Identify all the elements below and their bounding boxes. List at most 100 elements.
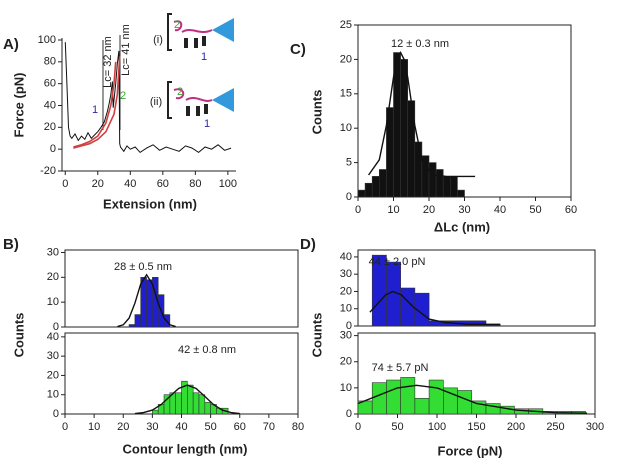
x-tick-label: 80 <box>189 178 201 190</box>
x-tick-label: 60 <box>157 178 169 190</box>
bar <box>134 314 142 328</box>
bar <box>442 176 451 198</box>
x-tick-label: 0 <box>62 421 68 433</box>
surface <box>167 81 172 119</box>
x-axis-label: Contour length (nm) <box>123 441 248 456</box>
y-tick-label: 0 <box>53 408 59 420</box>
y-axis-label: Counts <box>309 90 324 135</box>
y-tick-label: 0 <box>50 143 56 155</box>
y-tick-label: 20 <box>340 356 352 368</box>
y-tick-label: 80 <box>44 56 56 68</box>
y-tick-label: 0 <box>346 408 352 420</box>
data-line <box>64 42 232 154</box>
bar <box>146 279 153 328</box>
bar <box>428 379 444 415</box>
bar <box>204 402 211 415</box>
annotation: 2 <box>174 19 180 31</box>
bar <box>414 141 423 198</box>
x-tick-label: 70 <box>263 421 275 433</box>
annotation: 42 ± 0.8 nm <box>178 344 236 356</box>
x-tick-label: 100 <box>428 421 446 433</box>
panel-label: A) <box>3 36 19 53</box>
panel-label: C) <box>290 41 306 58</box>
x-tick-label: 60 <box>565 204 577 216</box>
fit-line <box>368 50 476 178</box>
data-line <box>73 61 117 148</box>
x-tick-label: 50 <box>529 204 541 216</box>
bar <box>152 409 159 415</box>
y-axis-label: Counts <box>309 313 324 358</box>
bar <box>414 292 430 327</box>
domain <box>186 106 190 116</box>
annotation: 44 ± 2.0 pN <box>369 256 426 268</box>
y-tick-label: 25 <box>340 19 352 31</box>
bar <box>449 176 458 198</box>
bar <box>371 176 380 198</box>
y-axis-label: Counts <box>11 313 26 358</box>
tip <box>212 18 234 42</box>
y-tick-label: 30 <box>47 246 59 258</box>
domain <box>196 106 200 116</box>
x-axis-label: ΔLc (nm) <box>434 219 490 234</box>
bar <box>378 169 387 198</box>
annotation: 1 <box>92 104 98 116</box>
y-tick-label: 30 <box>47 350 59 362</box>
y-tick-label: 5 <box>346 157 352 169</box>
x-tick-label: 10 <box>387 204 399 216</box>
annotation: 2 <box>177 86 183 98</box>
panel-label: D) <box>300 236 316 253</box>
domain <box>184 38 188 48</box>
y-tick-label: 10 <box>340 382 352 394</box>
x-tick-label: 0 <box>355 204 361 216</box>
y-tick-label: -20 <box>40 165 56 177</box>
annotation: 12 ± 0.3 nm <box>391 38 449 50</box>
domain <box>194 38 198 48</box>
tether <box>173 20 213 33</box>
annotation: 28 ± 0.5 nm <box>114 261 172 273</box>
x-tick-label: 20 <box>92 178 104 190</box>
panel-label: B) <box>3 236 19 253</box>
x-tick-label: 80 <box>292 421 304 433</box>
bar <box>457 189 465 198</box>
y-tick-label: 15 <box>340 88 352 100</box>
bar <box>414 398 430 415</box>
bar <box>128 324 136 328</box>
y-tick-label: 0 <box>53 321 59 333</box>
fit-line <box>117 273 176 328</box>
annotation: 2 <box>120 90 126 102</box>
tether <box>173 88 213 102</box>
y-tick-label: 20 <box>47 369 59 381</box>
x-tick-label: 20 <box>423 204 435 216</box>
x-tick-label: 40 <box>494 204 506 216</box>
bar <box>471 320 487 327</box>
schematic-i <box>167 13 234 51</box>
x-tick-label: 300 <box>586 421 604 433</box>
y-tick-label: 10 <box>47 296 59 308</box>
schematic-ii <box>167 81 234 119</box>
y-tick-label: 40 <box>340 251 352 263</box>
x-tick-label: 30 <box>458 204 470 216</box>
bar <box>428 162 437 198</box>
x-tick-label: 50 <box>205 421 217 433</box>
annotation: (ii) <box>150 96 162 108</box>
plot-frame <box>64 249 299 328</box>
bar <box>435 169 444 198</box>
bar <box>457 390 473 415</box>
y-tick-label: 100 <box>38 34 56 46</box>
annotation: Lc= 41 nm <box>120 24 132 76</box>
y-axis-label: Force (pN) <box>11 73 26 138</box>
y-tick-label: 20 <box>340 53 352 65</box>
x-tick-label: 10 <box>88 421 100 433</box>
domain <box>204 104 208 114</box>
x-tick-label: 0 <box>355 421 361 433</box>
x-tick-label: 30 <box>146 421 158 433</box>
surface <box>167 13 172 51</box>
fit-line <box>134 384 240 415</box>
x-tick-label: 150 <box>467 421 485 433</box>
y-tick-label: 0 <box>346 320 352 332</box>
y-tick-label: 40 <box>44 99 56 111</box>
x-axis-label: Extension (nm) <box>103 196 197 211</box>
y-tick-label: 10 <box>340 122 352 134</box>
annotation: 74 ± 5.7 pN <box>372 362 429 374</box>
